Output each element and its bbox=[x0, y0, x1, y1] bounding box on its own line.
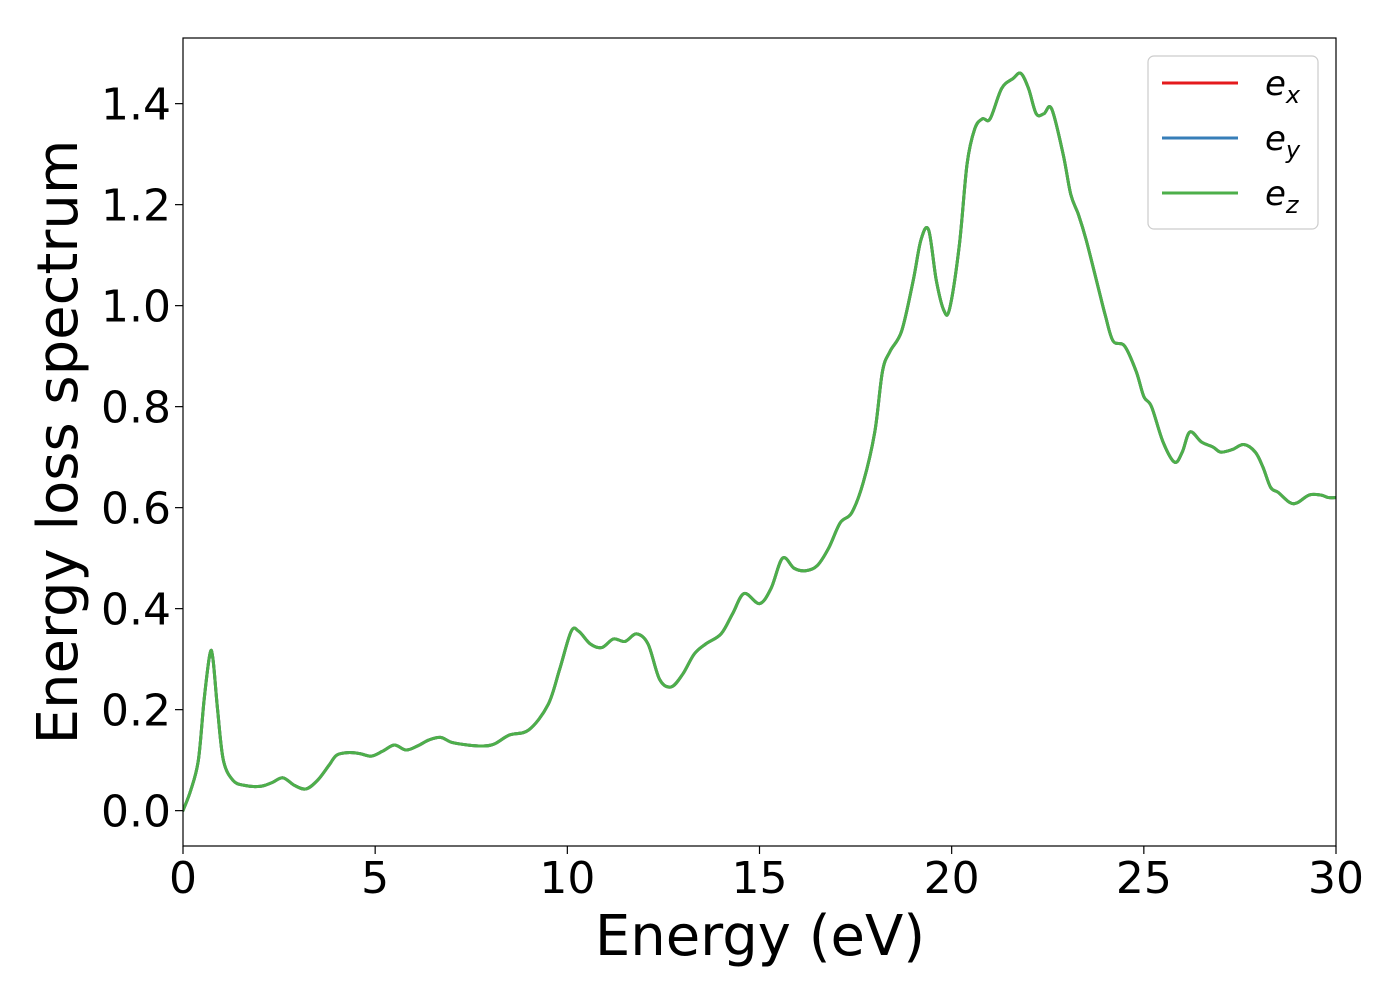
y-axis-title: Energy loss spectrum bbox=[26, 140, 91, 745]
x-tick-label: 5 bbox=[361, 853, 389, 904]
legend: ex ey ez bbox=[1147, 55, 1319, 230]
x-tick-label: 20 bbox=[924, 853, 980, 904]
series-layer bbox=[183, 71, 1336, 813]
y-tick-label: 0.2 bbox=[101, 686, 171, 737]
y-tick-label: 0.0 bbox=[101, 787, 171, 838]
legend-box bbox=[1147, 55, 1319, 230]
legend-label-e-x: ex bbox=[1265, 64, 1301, 109]
series-line-e-z bbox=[183, 71, 1336, 813]
x-tick-label: 25 bbox=[1116, 853, 1172, 904]
y-tick-label: 1.0 bbox=[101, 282, 171, 333]
x-axis: 0 5 10 15 20 25 30 bbox=[169, 846, 1364, 904]
y-tick-label: 0.6 bbox=[101, 484, 171, 535]
y-tick-label: 1.2 bbox=[101, 181, 171, 232]
x-tick-label: 30 bbox=[1308, 853, 1364, 904]
x-tick-label: 0 bbox=[169, 853, 197, 904]
x-axis-title: Energy (eV) bbox=[595, 904, 925, 969]
y-tick-label: 0.4 bbox=[101, 585, 171, 636]
x-tick-label: 10 bbox=[539, 853, 595, 904]
y-tick-label: 1.4 bbox=[101, 80, 171, 131]
legend-label-e-y: ey bbox=[1265, 119, 1301, 164]
y-tick-label: 0.8 bbox=[101, 383, 171, 434]
legend-label-e-z: ez bbox=[1265, 174, 1300, 219]
y-axis: 0.0 0.2 0.4 0.6 0.8 1.0 1.2 1.4 bbox=[101, 80, 183, 838]
x-tick-label: 15 bbox=[732, 853, 788, 904]
